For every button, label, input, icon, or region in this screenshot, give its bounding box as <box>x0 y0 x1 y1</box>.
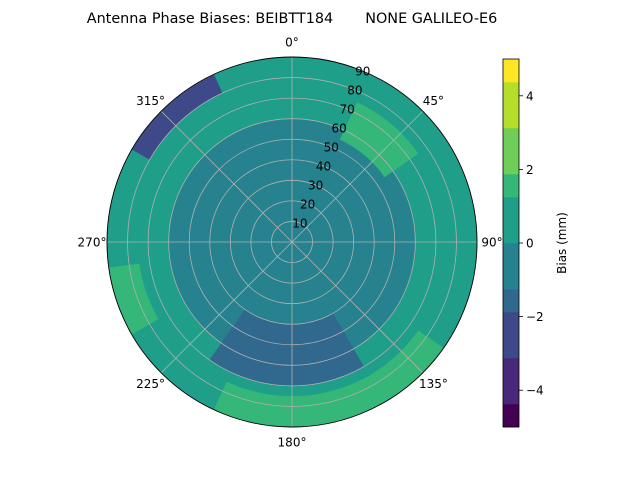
radial-tick-label: 10 <box>292 217 307 231</box>
angular-tick-label: 45° <box>423 94 444 108</box>
angular-tick-label: 135° <box>419 377 448 391</box>
colorbar-tick-label: −2 <box>526 310 544 324</box>
contour-region-south-edge-high <box>213 330 444 427</box>
colorbar: −4 −2 0 2 4 Bias (mm) <box>502 58 569 428</box>
angular-tick-label: 0° <box>285 36 299 50</box>
angular-tick-label: 270° <box>78 236 107 250</box>
polar-plot-area: 0° 45° 90° 135° 180° 225° 270° 315° 10 20 30 40 50 6… <box>78 36 503 450</box>
angular-tick-label: 90° <box>481 236 502 250</box>
radial-tick-label: 30 <box>308 179 323 193</box>
contour-region-south-low <box>209 309 364 386</box>
colorbar-tick-labels: −4 −2 0 2 4 <box>519 89 544 398</box>
angular-tick-labels: 0° 45° 90° 135° 180° 225° 270° 315° <box>78 36 503 450</box>
contour-region-northeast-high <box>339 102 419 178</box>
colorbar-band <box>503 243 519 267</box>
contour-region-west-high <box>108 263 159 335</box>
angular-tick-label: 315° <box>136 94 165 108</box>
radial-tick-label: 90 <box>355 65 370 79</box>
radial-tick-label: 70 <box>339 103 354 117</box>
angular-grid-line <box>160 110 293 243</box>
colorbar-band <box>503 105 519 129</box>
radial-tick-label: 20 <box>300 198 315 212</box>
radial-tick-label: 80 <box>347 84 362 98</box>
radial-tick-labels: 10 20 30 40 50 60 70 80 90 <box>292 65 370 231</box>
angular-tick-label: 180° <box>278 436 307 450</box>
colorbar-band <box>503 381 519 405</box>
chart-title: Antenna Phase Biases: BEIBTT184 NONE GAL… <box>87 11 498 27</box>
colorbar-band <box>503 358 519 382</box>
angular-grid-line <box>160 241 293 374</box>
colorbar-band <box>503 266 519 290</box>
radial-tick-label: 40 <box>316 160 331 174</box>
colorbar-tick-label: 2 <box>526 163 534 177</box>
colorbar-tick-label: 4 <box>526 89 534 103</box>
colorbar-band <box>503 197 519 221</box>
angular-grid-line <box>291 110 424 243</box>
colorbar-band <box>503 335 519 359</box>
colorbar-band <box>503 312 519 336</box>
colorbar-tick-label: −4 <box>526 384 544 398</box>
colorbar-band <box>503 404 519 428</box>
colorbar-band <box>503 128 519 152</box>
colorbar-label: Bias (mm) <box>555 212 569 274</box>
colorbar-band <box>503 220 519 244</box>
contour-region-northwest-low <box>131 74 223 160</box>
colorbar-tick-label: 0 <box>526 237 534 251</box>
angular-grid-line <box>291 241 424 374</box>
radial-tick-label: 50 <box>324 141 339 155</box>
colorbar-band <box>503 174 519 198</box>
colorbar-band <box>503 82 519 106</box>
polar-frame <box>106 56 478 428</box>
colorbar-band <box>503 289 519 313</box>
angular-tick-label: 225° <box>136 377 165 391</box>
colorbar-band <box>503 151 519 175</box>
radial-tick-label: 60 <box>332 122 347 136</box>
polar-grid <box>106 56 478 428</box>
colorbar-band <box>503 59 519 83</box>
